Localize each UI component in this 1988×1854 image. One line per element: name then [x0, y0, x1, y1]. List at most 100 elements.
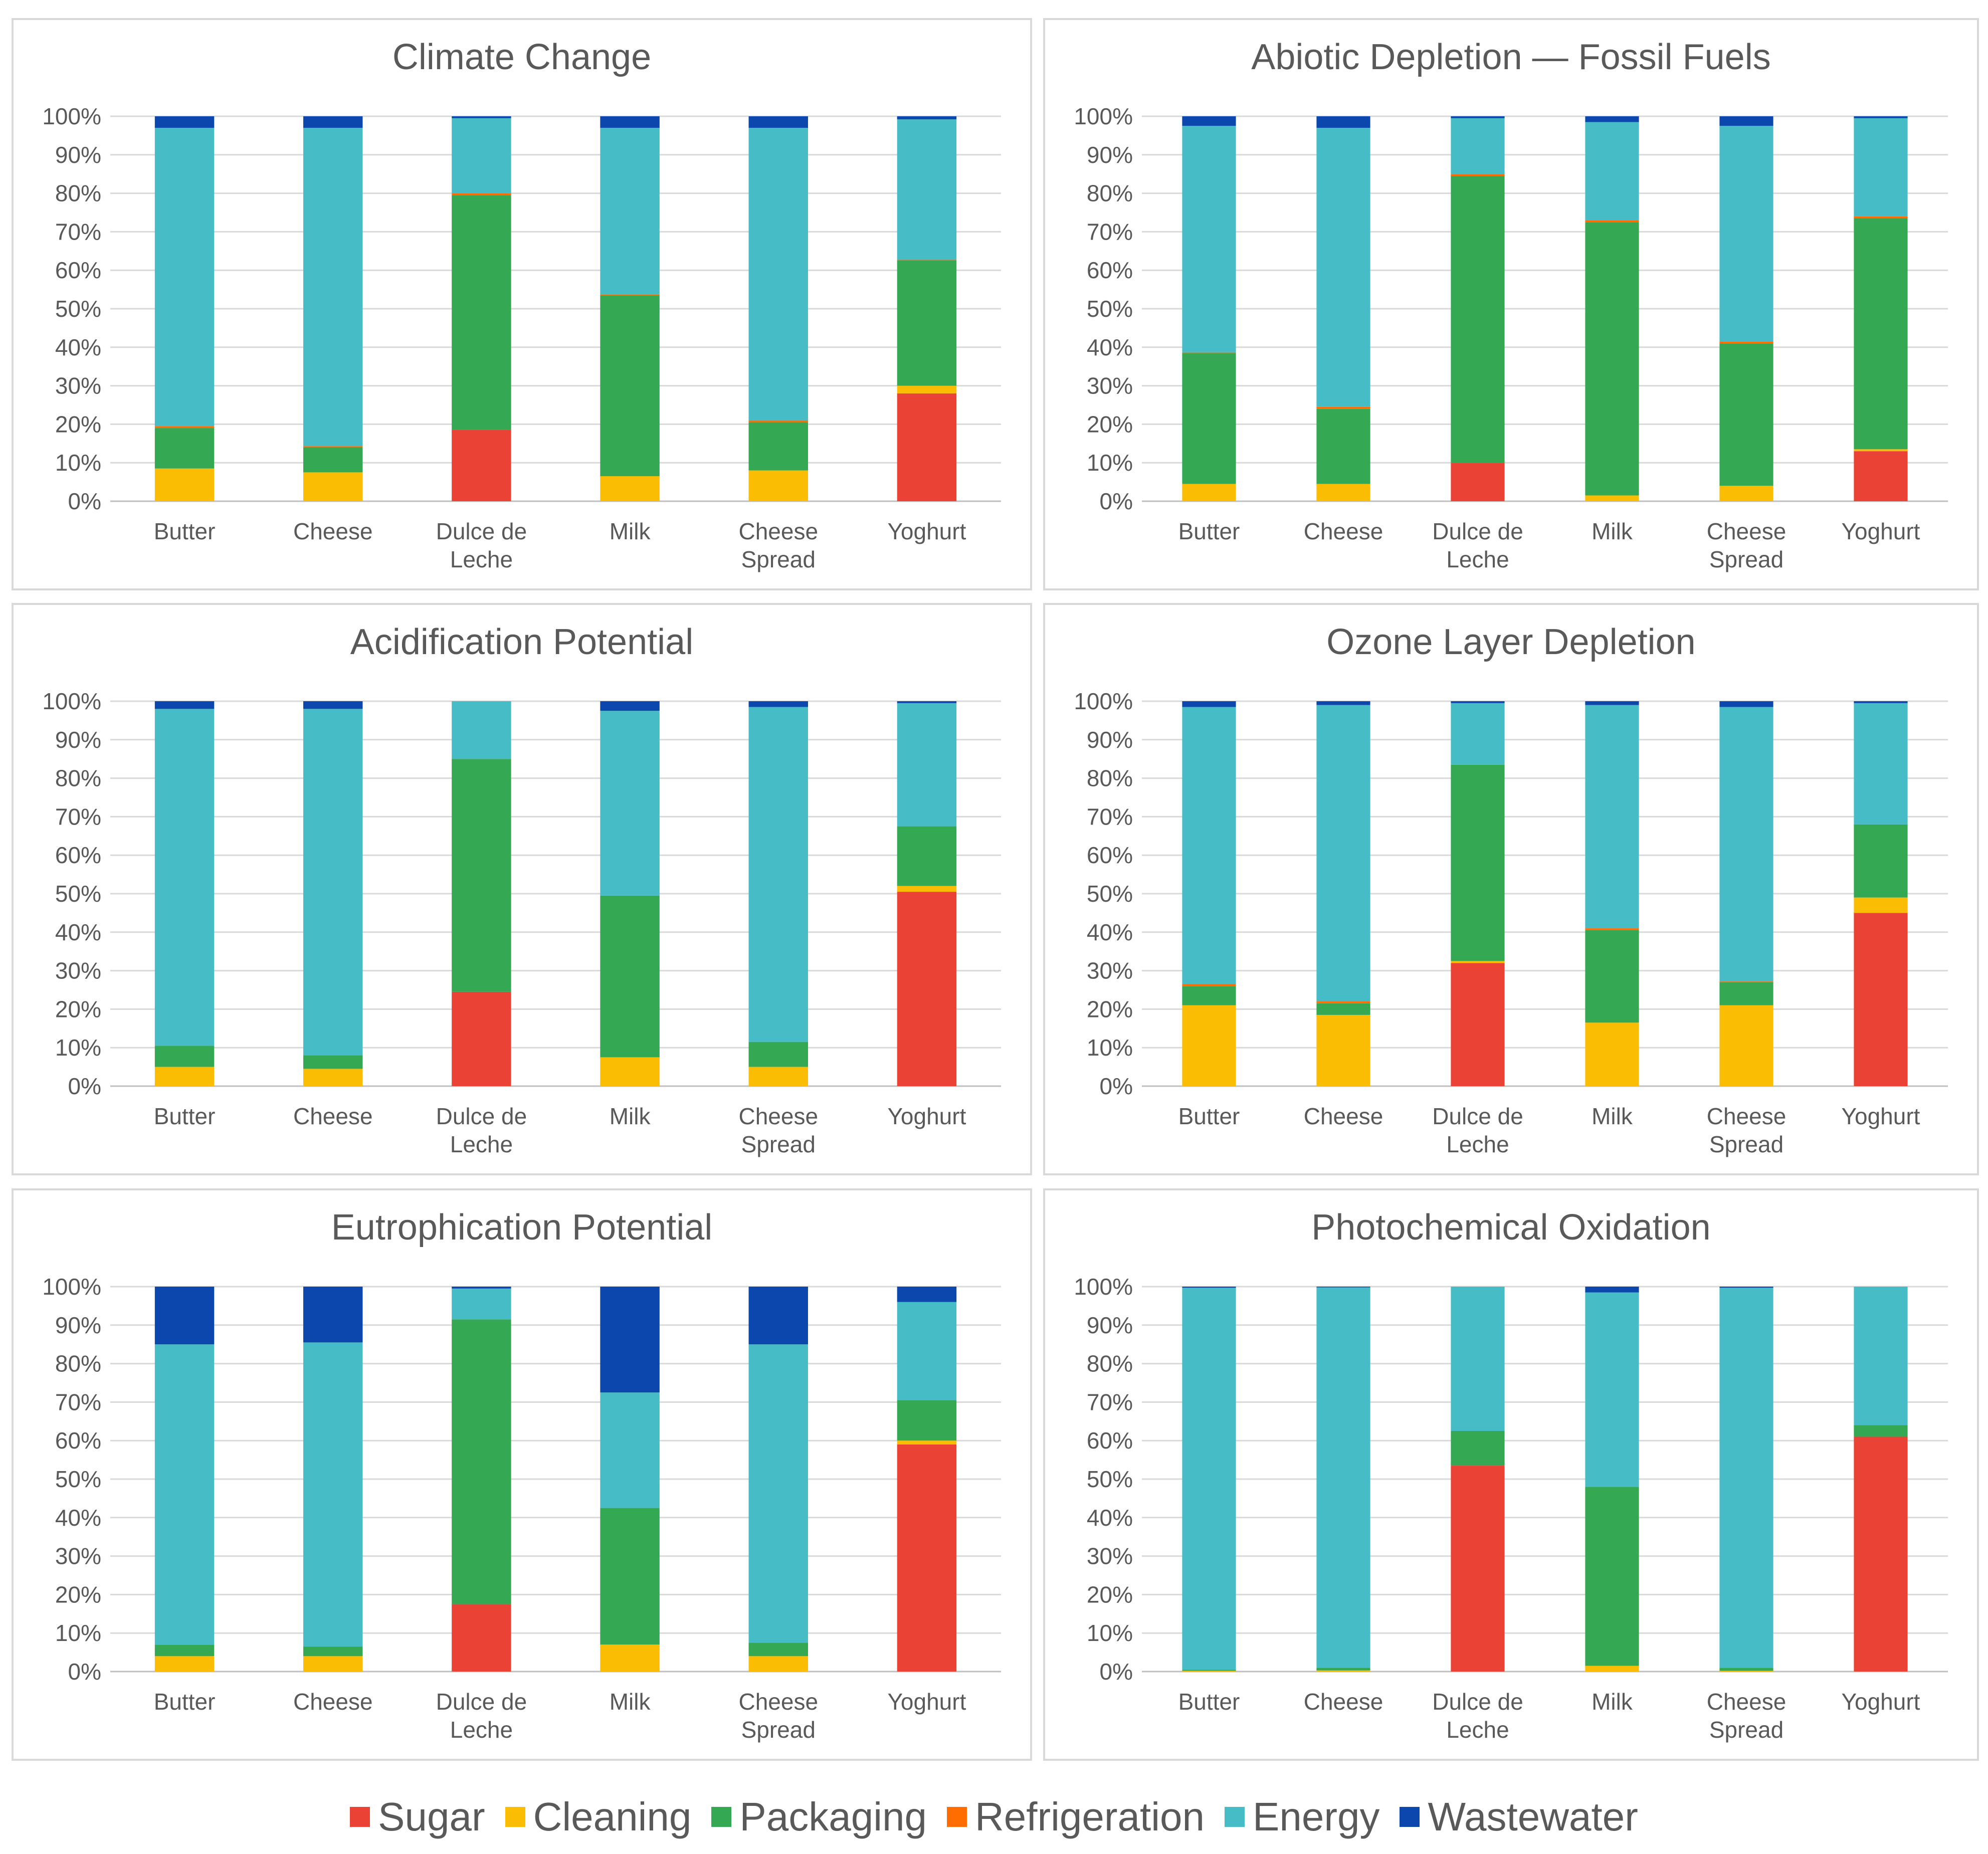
x-tick-label-milk: Milk	[610, 1689, 651, 1715]
x-tick-label-milk: Milk	[1592, 1103, 1633, 1129]
x-tick-label-line: Dulce de	[1432, 1689, 1523, 1715]
x-tick-label-line: Milk	[1592, 1103, 1633, 1129]
x-tick-label-cheese: Cheese	[293, 1103, 373, 1129]
bar-segment-dulce-de-leche-wastewater	[1451, 701, 1505, 703]
bar-segment-butter-packaging	[1182, 986, 1236, 1005]
bar-segment-dulce-de-leche-sugar	[452, 1604, 511, 1672]
x-tick-label-line: Cheese	[1707, 1689, 1786, 1715]
y-tick-label: 60%	[1087, 257, 1133, 283]
bar-segment-butter-wastewater	[154, 1287, 215, 1345]
x-tick-label-line: Leche	[1446, 546, 1509, 572]
bar-segment-dulce-de-leche-energy	[452, 1288, 511, 1320]
bar-segment-cheese-spread-refrigeration	[1719, 981, 1773, 982]
bar-segment-cheese-spread-packaging	[748, 1642, 808, 1657]
bar-segment-butter-packaging	[1182, 1670, 1236, 1671]
y-tick-label: 10%	[55, 1620, 101, 1646]
bar-segment-yoghurt-wastewater	[1854, 701, 1908, 703]
bar-segment-yoghurt-energy	[897, 703, 957, 827]
x-tick-label-yoghurt: Yoghurt	[887, 1689, 966, 1715]
bar-segment-milk-packaging	[1585, 930, 1639, 1023]
bar-segment-cheese-packaging	[303, 447, 363, 473]
y-tick-label: 80%	[1087, 180, 1133, 207]
bar-segment-dulce-de-leche-energy	[1451, 118, 1505, 174]
bar-segment-milk-packaging	[600, 295, 660, 477]
bar-segment-cheese-cleaning	[303, 1656, 363, 1672]
y-tick-label: 30%	[1087, 958, 1133, 984]
x-tick-label-butter: Butter	[154, 1103, 216, 1129]
bar-segment-dulce-de-leche-sugar	[452, 991, 511, 1086]
bar-segment-dulce-de-leche-packaging	[452, 759, 511, 992]
legend: Sugar Cleaning Packaging Refrigeration E…	[0, 1784, 1988, 1849]
x-tick-label-line: Leche	[450, 1131, 513, 1157]
bar-segment-cheese-energy	[1316, 1287, 1370, 1668]
bar-segment-yoghurt-wastewater	[1854, 116, 1908, 118]
bar-segment-butter-energy	[154, 128, 215, 427]
bar-segment-butter-cleaning	[154, 1067, 215, 1086]
chart-photochemical-oxidation: Photochemical Oxidation 0% 10% 20% 30% 40% 50%…	[1043, 1188, 1979, 1761]
bar-segment-milk-energy	[1585, 122, 1639, 221]
bar-segment-cheese-spread-wastewater	[748, 1287, 808, 1345]
bar-segment-dulce-de-leche-energy	[1451, 703, 1505, 765]
x-tick-label-cheese: Cheese	[1304, 1689, 1383, 1715]
bar-segment-milk-wastewater	[1585, 701, 1639, 705]
x-tick-label-dulce-de-leche: Dulce de Leche	[1432, 1689, 1523, 1743]
legend-label-energy: Energy	[1253, 1794, 1380, 1839]
y-tick-label: 70%	[55, 803, 101, 830]
y-tick-label: 100%	[1074, 103, 1133, 129]
y-tick-label: 70%	[1087, 219, 1133, 245]
y-tick-label: 70%	[1087, 1389, 1133, 1415]
x-tick-label-line: Cheese	[293, 1103, 373, 1129]
y-tick-label: 90%	[1087, 1312, 1133, 1338]
bar-segment-milk-packaging	[600, 1508, 660, 1645]
y-tick-label: 80%	[55, 1351, 101, 1377]
bar-segment-yoghurt-sugar	[1854, 451, 1908, 501]
bar-segment-cheese-spread-energy	[748, 1344, 808, 1643]
bar-segment-yoghurt-cleaning	[1854, 449, 1908, 452]
bar-segment-yoghurt-sugar	[897, 393, 957, 501]
chart-title: Climate Change	[392, 37, 651, 77]
bar-segment-dulce-de-leche-refrigeration	[452, 193, 511, 195]
bar-segment-yoghurt-sugar	[1854, 913, 1908, 1086]
y-tick-label: 100%	[1074, 688, 1133, 714]
bar-segment-butter-wastewater	[154, 116, 215, 128]
bar-segment-cheese-spread-packaging	[748, 1042, 808, 1067]
bar-segment-cheese-spread-cleaning	[1719, 1005, 1773, 1086]
x-tick-label-cheese-spread: Cheese Spread	[738, 518, 818, 572]
bar-segment-butter-wastewater	[1182, 701, 1236, 707]
y-tick-label: 30%	[55, 1543, 101, 1569]
y-tick-label: 100%	[1074, 1274, 1133, 1300]
bar-segment-yoghurt-energy	[1854, 118, 1908, 217]
legend-item-packaging: Packaging	[711, 1794, 927, 1840]
bar-segment-butter-cleaning	[1182, 1005, 1236, 1086]
bar-segment-dulce-de-leche-refrigeration	[1451, 174, 1505, 176]
x-tick-label-cheese: Cheese	[1304, 518, 1383, 544]
bar-segment-cheese-spread-wastewater	[1719, 701, 1773, 707]
y-tick-label: 40%	[1087, 334, 1133, 360]
y-tick-label: 30%	[1087, 373, 1133, 399]
x-tick-label-line: Dulce de	[436, 1689, 527, 1715]
bar-segment-cheese-cleaning	[1316, 1670, 1370, 1672]
chart-title: Photochemical Oxidation	[1311, 1207, 1710, 1248]
bar-segment-cheese-refrigeration	[303, 446, 363, 448]
x-tick-label-line: Milk	[1592, 1689, 1633, 1715]
y-tick-label: 100%	[42, 103, 101, 129]
bar-segment-dulce-de-leche-packaging	[452, 195, 511, 430]
x-tick-label-line: Cheese	[1707, 1103, 1786, 1129]
bar-segment-dulce-de-leche-energy	[1451, 1287, 1505, 1431]
y-tick-label: 20%	[55, 1581, 101, 1607]
bar-segment-cheese-packaging	[303, 1646, 363, 1657]
bar-segment-yoghurt-packaging	[897, 826, 957, 886]
y-tick-label: 70%	[1087, 803, 1133, 830]
bar-segment-butter-energy	[1182, 707, 1236, 984]
chart-title: Ozone Layer Depletion	[1326, 622, 1695, 662]
chart-title: Acidification Potential	[350, 622, 693, 662]
bar-segment-butter-cleaning	[1182, 484, 1236, 501]
bar-segment-yoghurt-packaging	[1854, 824, 1908, 898]
bar-segment-cheese-energy	[1316, 705, 1370, 1002]
legend-label-packaging: Packaging	[739, 1794, 927, 1839]
legend-label-refrigeration: Refrigeration	[974, 1794, 1205, 1839]
bar-segment-milk-wastewater	[600, 701, 660, 711]
bar-segment-milk-cleaning	[1585, 1022, 1639, 1086]
chart-eutrophication-potential: Eutrophication Potential 0% 10% 20% 30% 40% 50…	[12, 1188, 1032, 1761]
